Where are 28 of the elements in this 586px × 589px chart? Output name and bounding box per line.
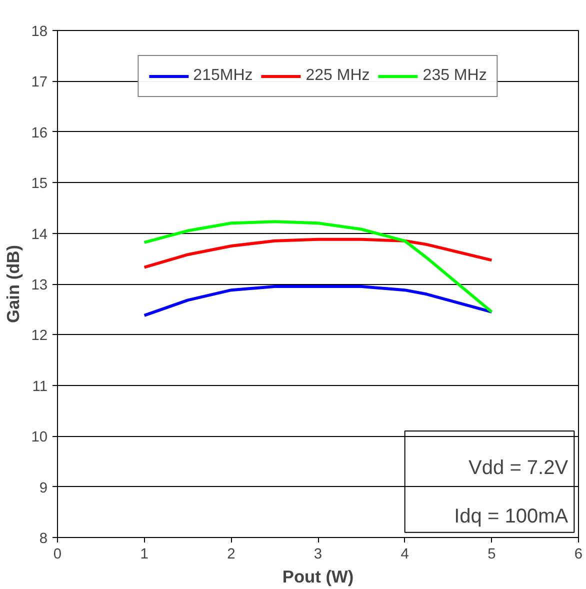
y-tick-label: 9 [39, 480, 48, 496]
y-tick-label: 13 [31, 278, 48, 294]
legend-label: 235 MHz [422, 67, 487, 85]
line-series [142, 220, 494, 314]
line-series [142, 285, 494, 317]
x-tick-label: 3 [314, 546, 322, 562]
x-tick-label: 4 [400, 546, 409, 562]
x-tick-label: 0 [53, 546, 62, 562]
y-tick-label: 15 [31, 176, 48, 192]
y-tick-label: 14 [31, 226, 48, 243]
y-tick-label: 17 [31, 74, 48, 91]
y-tick-label: 11 [32, 378, 48, 395]
line-series [142, 238, 494, 269]
y-tick-label: 12 [31, 328, 48, 344]
y-tick-label: 16 [31, 125, 48, 142]
legend-label: 215MHz [193, 67, 253, 85]
x-tick-label: 1 [140, 546, 148, 562]
y-tick-label: 10 [31, 430, 48, 446]
x-tick-label: 6 [574, 546, 583, 562]
y-tick-label: 18 [31, 24, 48, 40]
annotation: Vdd = 7.2V [468, 457, 569, 480]
legend-label: 225 MHz [306, 67, 370, 85]
y-tick-label: 8 [39, 531, 48, 547]
annotation: Idq = 100mA [454, 505, 569, 528]
x-tick-label: 5 [488, 546, 496, 562]
x-tick-label: 2 [227, 546, 236, 562]
y-axis-title: Gain (dB) [3, 245, 24, 323]
x-axis-title: Pout (W) [282, 566, 354, 586]
